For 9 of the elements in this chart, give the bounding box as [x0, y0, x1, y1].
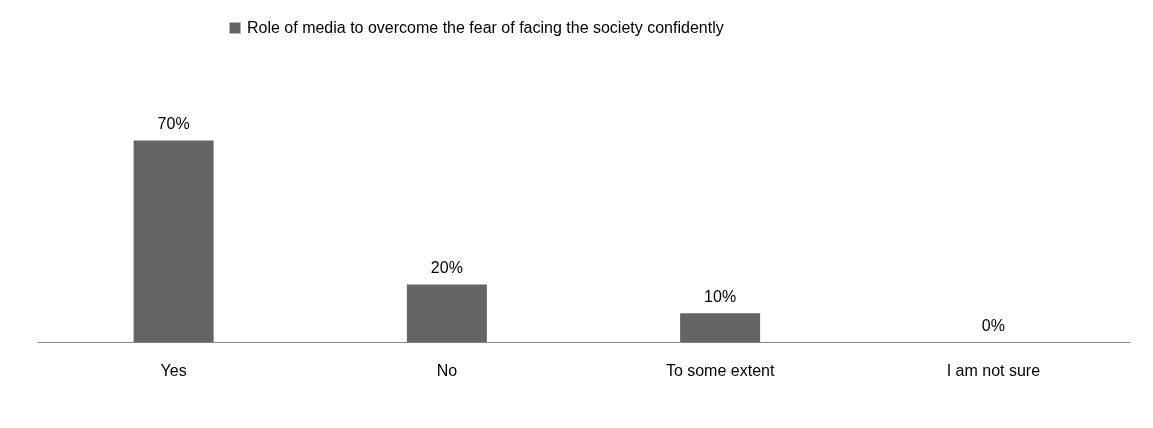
legend-label: Role of media to overcome the fear of facing the society confidently — [247, 19, 724, 36]
data-label: 10% — [704, 288, 737, 306]
x-tick-label: To some extent — [665, 361, 775, 379]
data-label: 70% — [157, 115, 190, 133]
data-label: 0% — [981, 317, 1005, 334]
data-label: 20% — [430, 259, 463, 277]
x-tick-label: I am not sure — [946, 361, 1041, 379]
x-tick-label: No — [436, 361, 458, 379]
x-tick-label: Yes — [160, 361, 187, 379]
